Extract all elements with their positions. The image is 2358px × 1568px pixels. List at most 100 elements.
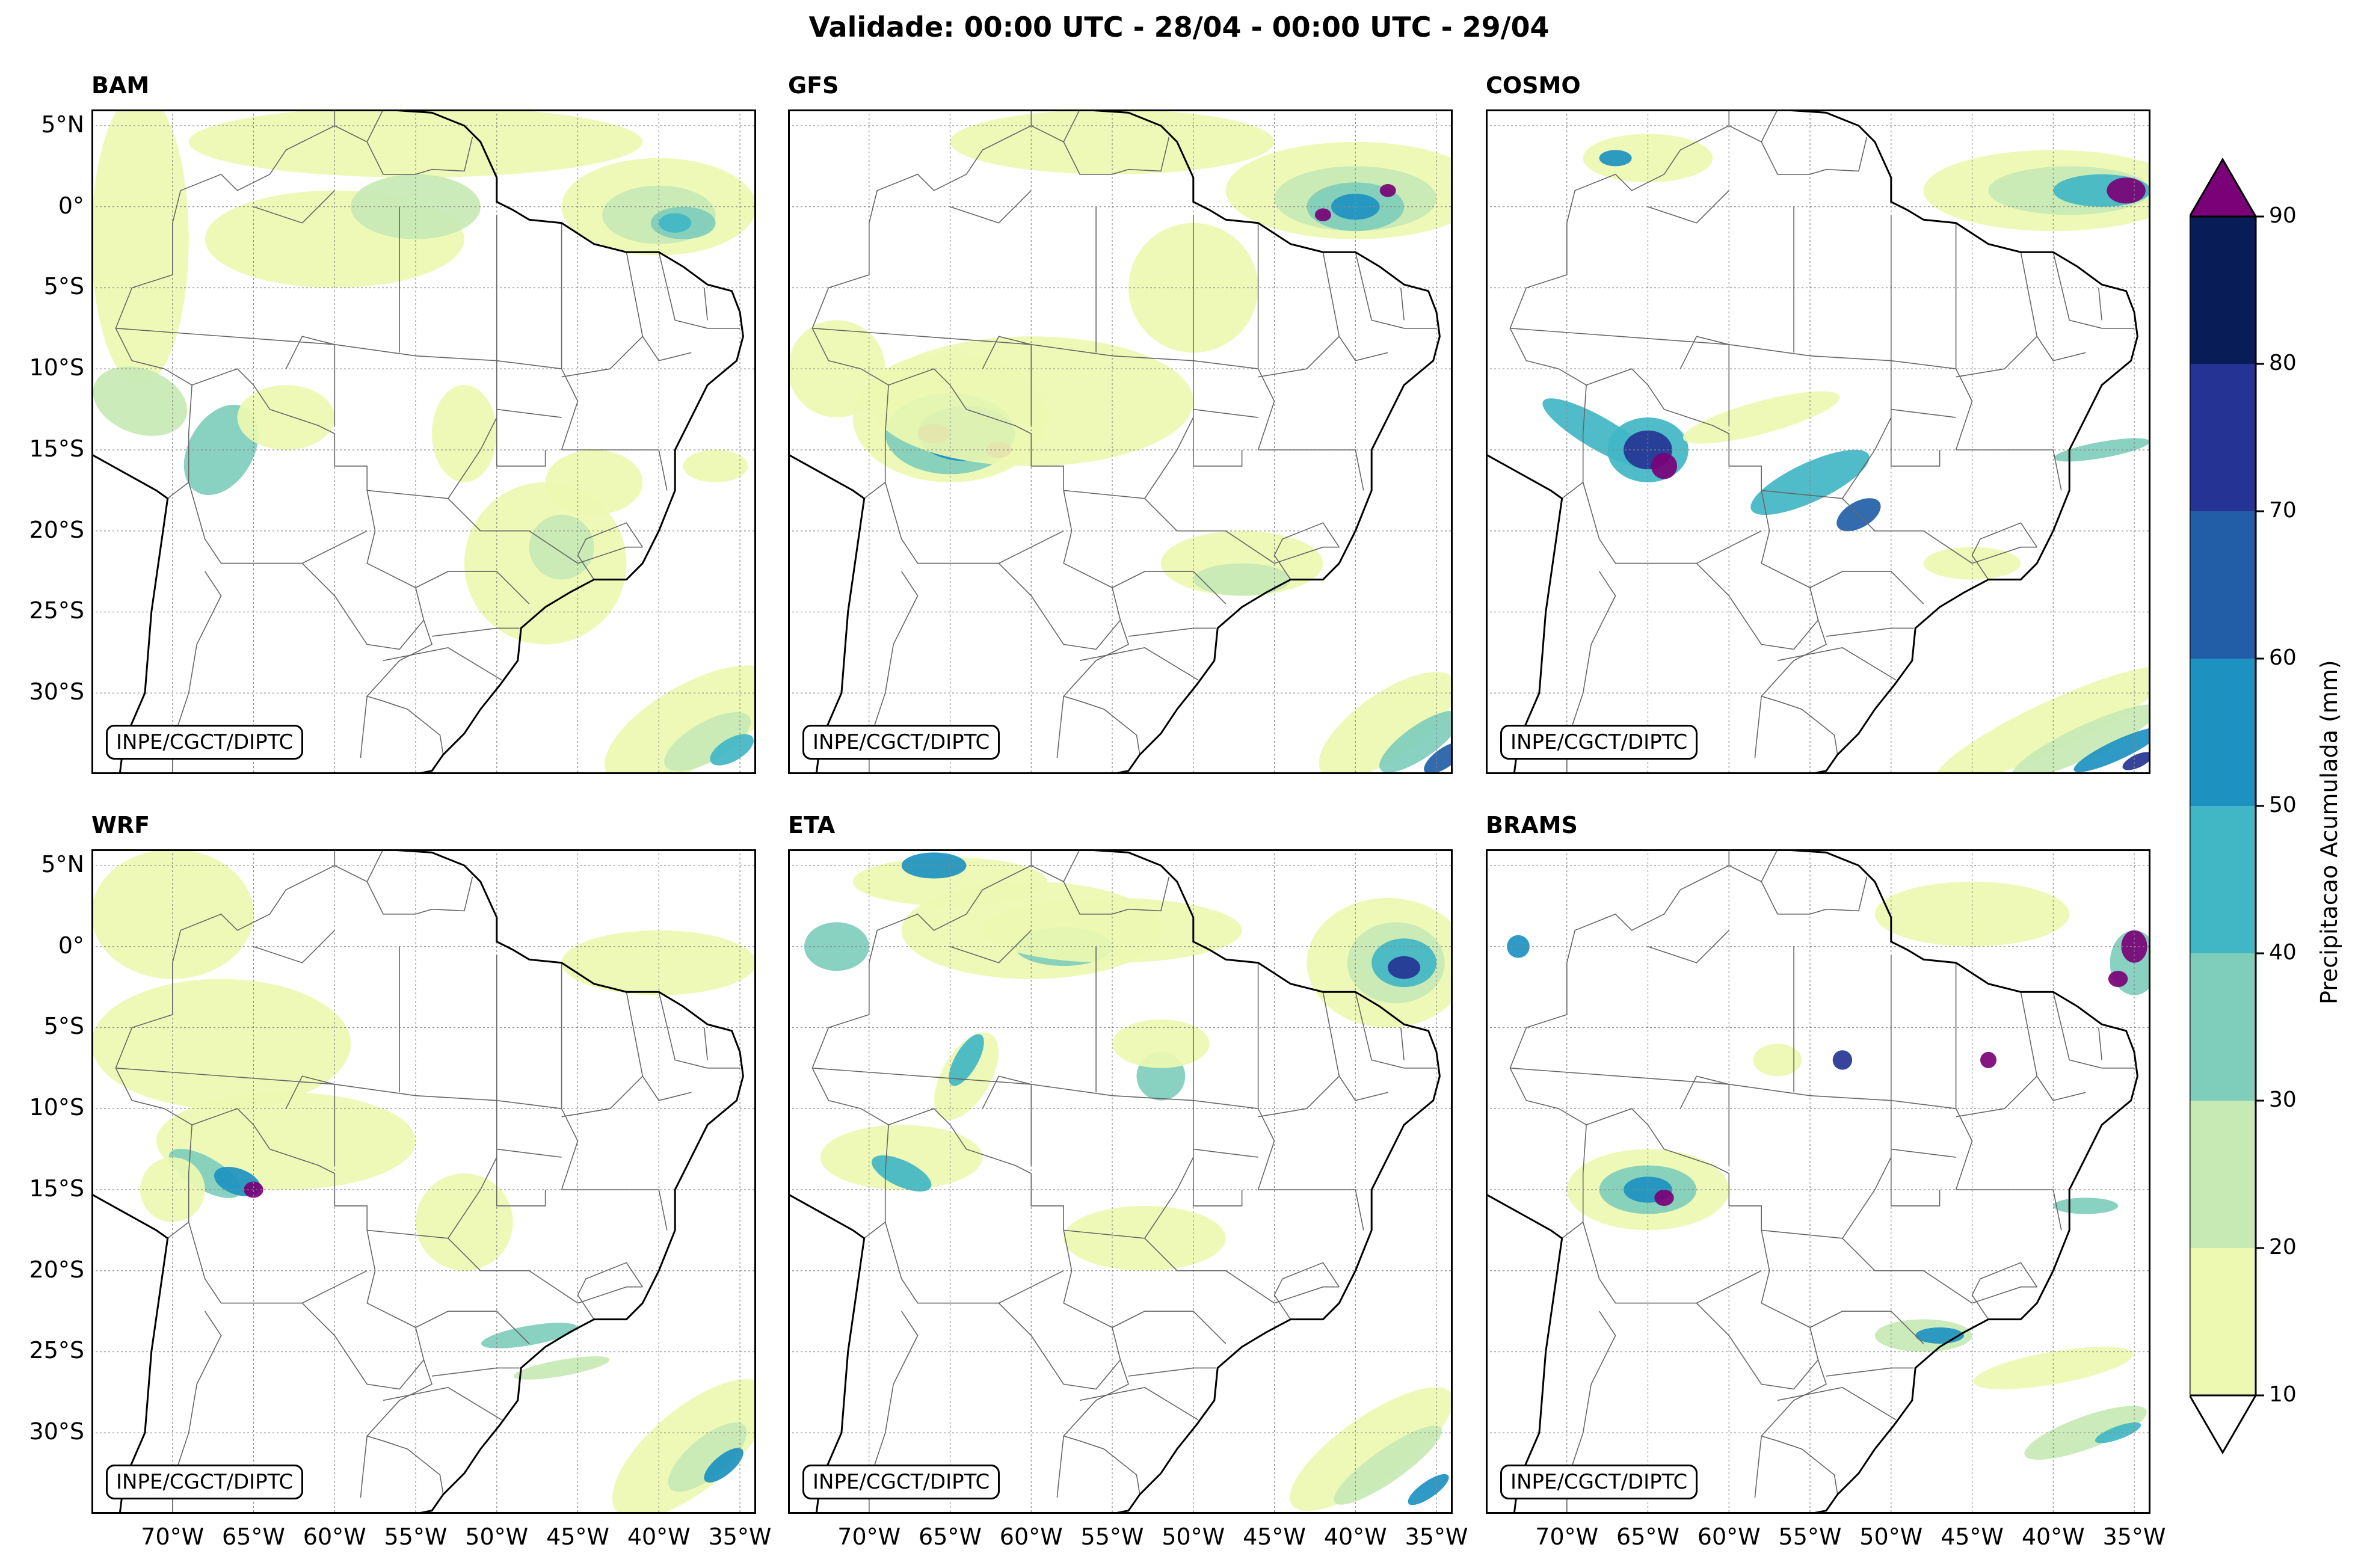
longitude-label: 45°W (546, 1523, 609, 1550)
longitude-label: 40°W (1323, 1523, 1387, 1550)
longitude-label: 70°W (837, 1523, 901, 1550)
precip-area (1750, 449, 1870, 515)
longitude-label: 40°W (627, 1523, 691, 1550)
longitude-label: 55°W (384, 1523, 448, 1550)
precip-area (1980, 1051, 1996, 1068)
precip-area (91, 109, 189, 386)
map-cosmo (1486, 109, 2150, 774)
longitude-label: 65°W (1616, 1523, 1679, 1550)
credit-label: INPE/CGCT/DIPTC (106, 725, 304, 760)
longitude-label: 35°W (1405, 1523, 1468, 1550)
precip-area (1424, 742, 1453, 774)
colorbar (2190, 158, 2264, 1454)
latitude-label: 15°S (29, 1175, 84, 1202)
map-gfs (788, 109, 1453, 774)
longitude-label: 60°W (1697, 1523, 1761, 1550)
precip-area (244, 1181, 263, 1198)
map-wrf (91, 849, 756, 1514)
precip-area (788, 320, 885, 418)
precip-area (704, 1448, 743, 1483)
precip-area (432, 385, 497, 482)
precip-area (1112, 1019, 1210, 1068)
latitude-label: 5°S (43, 1013, 84, 1040)
longitude-label: 35°W (2102, 1523, 2166, 1550)
colorbar-tick-label: 10 (2269, 1382, 2297, 1407)
panel-title-eta: ETA (788, 812, 836, 838)
longitude-label: 50°W (465, 1523, 529, 1550)
coastline (788, 849, 1441, 1514)
precip-area (710, 734, 754, 766)
coastline (1486, 109, 2138, 774)
credit-label: INPE/CGCT/DIPTC (802, 1465, 1000, 1499)
latitude-label: 25°S (29, 1337, 84, 1364)
longitude-label: 70°W (141, 1523, 205, 1550)
colorbar-segment (2190, 1248, 2256, 1395)
precip-area (237, 385, 335, 450)
latitude-label: 20°S (29, 516, 84, 543)
latitude-label: 10°S (29, 354, 84, 381)
precip-area (668, 1422, 747, 1492)
longitude-label: 65°W (222, 1523, 285, 1550)
latitude-label: 30°S (29, 678, 84, 706)
latitude-label: 0° (58, 932, 84, 959)
precip-area (2108, 971, 2128, 988)
credit-label: INPE/CGCT/DIPTC (106, 1465, 304, 1499)
latitude-label: 15°S (29, 435, 84, 462)
precip-area (93, 366, 188, 436)
precip-area (2073, 727, 2150, 772)
precip-area (1651, 453, 1678, 479)
panel-title-brams: BRAMS (1486, 812, 1578, 838)
map-bam (91, 109, 756, 774)
longitude-label: 60°W (999, 1523, 1063, 1550)
precip-area (481, 1323, 577, 1348)
precip-area (1507, 935, 1530, 958)
precip-area (1334, 1425, 1442, 1505)
precip-area (949, 1034, 984, 1086)
precip-area (804, 922, 869, 971)
latitude-label: 5°N (41, 111, 84, 138)
coastline (91, 849, 744, 1514)
precip-area (1599, 150, 1632, 167)
panel-title-wrf: WRF (91, 812, 150, 838)
longitude-label: 35°W (708, 1523, 772, 1550)
latitude-label: 30°S (29, 1418, 84, 1445)
latitude-label: 5°N (41, 850, 84, 878)
colorbar-segment (2190, 364, 2256, 511)
precip-area (605, 665, 756, 774)
precip-area (2012, 704, 2150, 774)
precip-area (1654, 1190, 1674, 1206)
colorbar-tick-label: 90 (2269, 203, 2297, 228)
map-brams (1486, 849, 2150, 1514)
colorbar-tick-label: 70 (2269, 498, 2297, 523)
colorbar-segment (2190, 511, 2256, 659)
longitude-label: 65°W (919, 1523, 982, 1550)
colorbar-tick-label: 20 (2269, 1235, 2297, 1259)
latitude-label: 25°S (29, 597, 84, 624)
precip-area (2024, 1406, 2147, 1460)
longitude-label: 50°W (1859, 1523, 1923, 1550)
longitude-label: 55°W (1778, 1523, 1842, 1550)
latitude-label: 10°S (29, 1094, 84, 1121)
colorbar-segment (2190, 806, 2256, 953)
precip-area (664, 712, 751, 772)
colorbar-segment (2190, 1101, 2256, 1248)
credit-label: INPE/CGCT/DIPTC (1500, 725, 1698, 760)
colorbar-over-triangle (2190, 158, 2258, 218)
precip-area (872, 1155, 932, 1192)
precip-area (1915, 1327, 1964, 1344)
longitude-label: 70°W (1535, 1523, 1599, 1550)
colorbar-tick-label: 30 (2269, 1087, 2297, 1112)
precip-area (1753, 1044, 1802, 1077)
precip-area (1193, 563, 1291, 596)
precip-area (545, 450, 643, 515)
precip-area (513, 1356, 610, 1380)
figure-title: Validade: 00:00 UTC - 28/04 - 00:00 UTC … (808, 11, 1550, 43)
longitude-label: 45°W (1941, 1523, 2004, 1550)
precip-area (529, 514, 594, 580)
colorbar-segment (2190, 217, 2256, 364)
precip-area (2107, 177, 2146, 204)
longitude-label: 50°W (1162, 1523, 1225, 1550)
precip-area (2053, 1198, 2119, 1214)
precip-area (683, 449, 748, 482)
colorbar-tick-label: 80 (2269, 351, 2297, 375)
